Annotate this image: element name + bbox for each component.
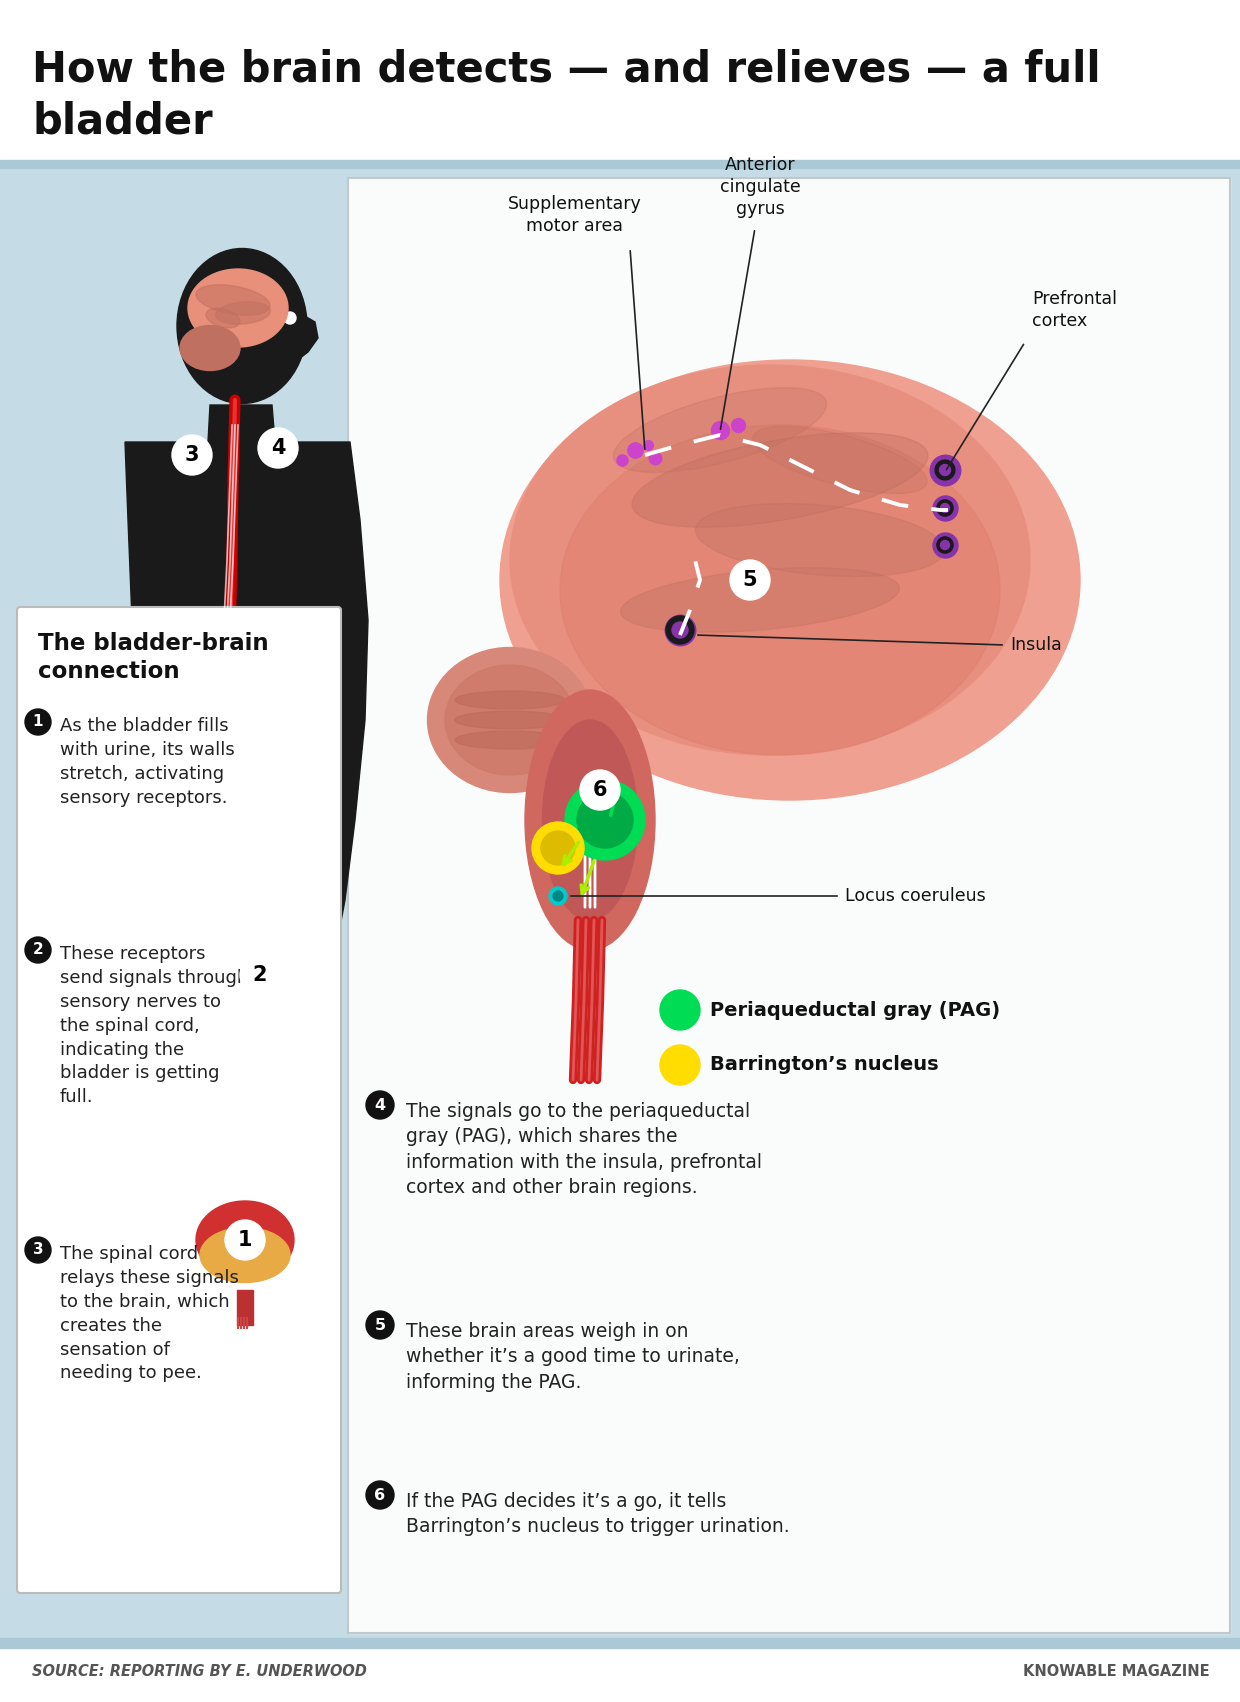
Circle shape — [25, 938, 51, 963]
Circle shape — [940, 541, 950, 550]
Circle shape — [935, 460, 955, 480]
Bar — [0, 1637, 1240, 1648]
Circle shape — [565, 780, 645, 860]
Ellipse shape — [560, 426, 999, 756]
Circle shape — [541, 831, 575, 865]
Text: 1: 1 — [238, 1231, 252, 1249]
Circle shape — [940, 465, 951, 475]
Text: 4: 4 — [374, 1098, 386, 1113]
Text: 6: 6 — [374, 1488, 386, 1503]
Circle shape — [666, 616, 694, 643]
Bar — [0, 165, 1240, 1646]
Circle shape — [730, 560, 770, 601]
Ellipse shape — [179, 1001, 298, 1200]
Text: 3: 3 — [185, 444, 200, 465]
Polygon shape — [125, 443, 368, 1460]
Ellipse shape — [500, 361, 1080, 800]
Ellipse shape — [753, 427, 928, 494]
Ellipse shape — [428, 647, 593, 793]
Ellipse shape — [445, 665, 575, 774]
Bar — [0, 1646, 1240, 1702]
Bar — [0, 160, 1240, 168]
Text: Supplementary
motor area: Supplementary motor area — [508, 194, 642, 235]
Text: Anterior
cingulate
gyrus: Anterior cingulate gyrus — [719, 155, 800, 218]
Text: How the brain detects — and relieves — a full: How the brain detects — and relieves — a… — [32, 48, 1101, 90]
Text: 3: 3 — [32, 1242, 43, 1258]
Text: If the PAG decides it’s a go, it tells
Barrington’s nucleus to trigger urination: If the PAG decides it’s a go, it tells B… — [405, 1493, 790, 1537]
Text: These brain areas weigh in on
whether it’s a good time to urinate,
informing the: These brain areas weigh in on whether it… — [405, 1322, 740, 1392]
Circle shape — [553, 892, 563, 900]
Circle shape — [937, 500, 954, 516]
Circle shape — [25, 1237, 51, 1263]
Text: 6: 6 — [593, 780, 608, 800]
Circle shape — [366, 1091, 394, 1118]
Bar — [0, 0, 1240, 165]
Text: These receptors
send signals through
sensory nerves to
the spinal cord,
indicati: These receptors send signals through sen… — [60, 945, 248, 1106]
Circle shape — [366, 1481, 394, 1510]
Circle shape — [937, 536, 954, 553]
Circle shape — [532, 822, 584, 875]
Circle shape — [246, 972, 264, 989]
Ellipse shape — [525, 689, 655, 950]
Ellipse shape — [196, 284, 270, 315]
Text: As the bladder fills
with urine, its walls
stretch, activating
sensory receptors: As the bladder fills with urine, its wal… — [60, 717, 234, 807]
Ellipse shape — [216, 301, 270, 323]
Circle shape — [660, 991, 701, 1030]
Text: bladder: bladder — [32, 100, 212, 141]
Ellipse shape — [206, 308, 241, 328]
Bar — [348, 179, 1230, 1632]
Ellipse shape — [188, 269, 288, 347]
Ellipse shape — [620, 568, 899, 631]
Text: The bladder-brain
connection: The bladder-brain connection — [38, 631, 269, 683]
Text: Insula: Insula — [1011, 637, 1061, 654]
Text: 5: 5 — [374, 1317, 386, 1333]
Ellipse shape — [180, 325, 241, 371]
Circle shape — [577, 791, 632, 848]
Ellipse shape — [455, 711, 565, 728]
Circle shape — [660, 1045, 701, 1084]
Text: 2: 2 — [253, 965, 268, 985]
Text: Prefrontal
cortex: Prefrontal cortex — [1032, 289, 1117, 330]
Text: KNOWABLE MAGAZINE: KNOWABLE MAGAZINE — [1023, 1665, 1210, 1680]
Ellipse shape — [696, 504, 945, 577]
Circle shape — [284, 311, 296, 323]
Circle shape — [366, 1311, 394, 1339]
Bar — [0, 0, 1240, 9]
Circle shape — [549, 887, 567, 905]
Ellipse shape — [543, 720, 637, 921]
Text: Periaqueductal gray (PAG): Periaqueductal gray (PAG) — [711, 1001, 1001, 1019]
Text: Barrington’s nucleus: Barrington’s nucleus — [711, 1055, 939, 1074]
Text: The spinal cord
relays these signals
to the brain, which
creates the
sensation o: The spinal cord relays these signals to … — [60, 1244, 239, 1382]
Ellipse shape — [177, 248, 308, 403]
Circle shape — [258, 427, 298, 468]
Text: SOURCE: REPORTING BY E. UNDERWOOD: SOURCE: REPORTING BY E. UNDERWOOD — [32, 1665, 367, 1680]
Circle shape — [224, 1220, 265, 1259]
Ellipse shape — [180, 1188, 310, 1292]
Ellipse shape — [632, 432, 928, 528]
Text: 4: 4 — [270, 437, 285, 458]
Ellipse shape — [455, 691, 565, 710]
Ellipse shape — [455, 730, 565, 749]
Text: The signals go to the periaqueductal
gray (PAG), which shares the
information wi: The signals go to the periaqueductal gra… — [405, 1101, 763, 1197]
Ellipse shape — [510, 364, 1030, 756]
Circle shape — [580, 769, 620, 810]
Circle shape — [672, 621, 688, 638]
Circle shape — [940, 504, 950, 512]
FancyBboxPatch shape — [17, 608, 341, 1593]
Circle shape — [25, 710, 51, 735]
Ellipse shape — [200, 1227, 290, 1283]
Circle shape — [172, 436, 212, 475]
Polygon shape — [208, 405, 275, 443]
Bar — [237, 1290, 253, 1324]
Polygon shape — [252, 310, 317, 369]
Text: 2: 2 — [32, 943, 43, 958]
Bar — [348, 179, 1230, 1632]
Text: 5: 5 — [743, 570, 758, 591]
Ellipse shape — [196, 1202, 294, 1278]
Circle shape — [241, 955, 280, 996]
Ellipse shape — [614, 388, 827, 473]
Text: 1: 1 — [32, 715, 43, 730]
Text: Locus coeruleus: Locus coeruleus — [844, 887, 986, 905]
